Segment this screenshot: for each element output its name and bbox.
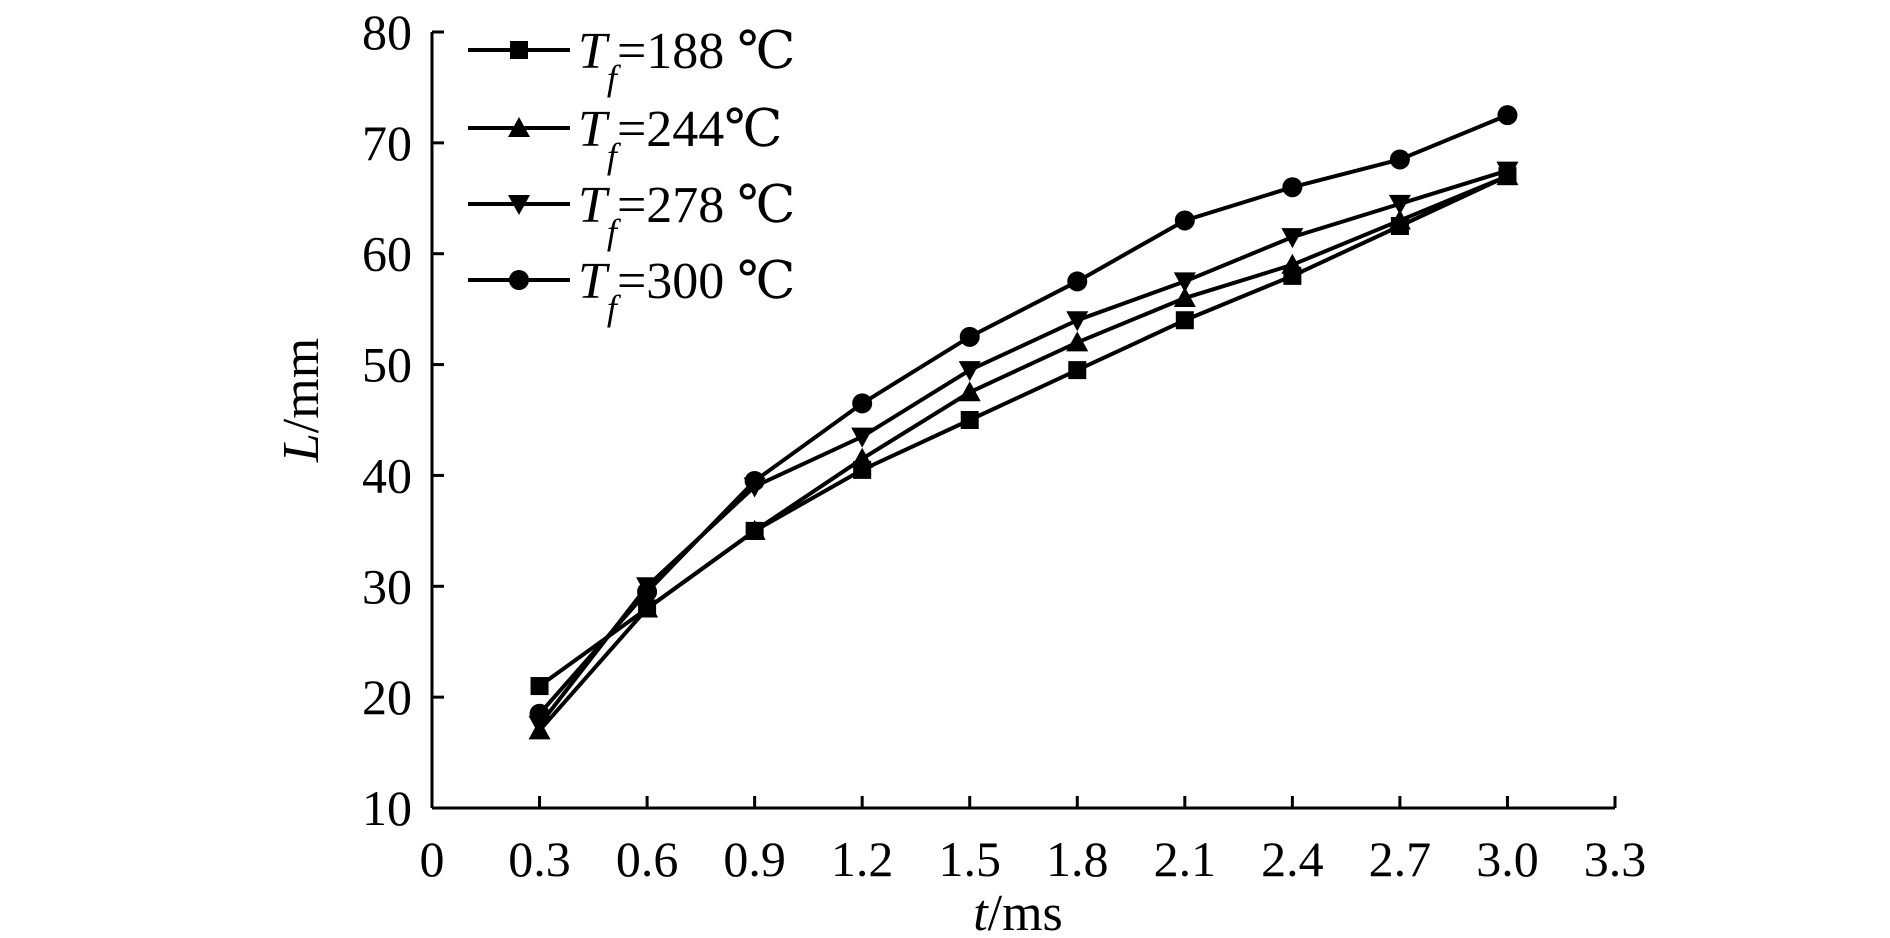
legend-value: =244℃ [617,101,783,158]
y-ticks: 10 20 30 40 50 60 70 80 [362,4,444,836]
series-line [538,113,1509,716]
series-2 [528,165,1519,740]
legend-item: Tf=188 ℃ [468,23,795,98]
data-point [530,677,549,696]
data-point [1175,311,1194,330]
x-tick-label: 2.4 [1261,831,1324,887]
x-tick-label: 1.2 [831,831,894,887]
data-point [1066,311,1089,332]
y-tick-label: 40 [362,447,412,503]
x-tick-label: 0 [420,831,445,887]
y-tick-label: 20 [362,669,412,725]
x-ticks: 0 0.3 0.6 0.9 1.2 1.5 1.8 2.1 2.4 2.7 3.0 3.3 [420,796,1647,887]
legend-symbol: T [578,253,610,310]
data-point [852,393,873,414]
data-point [1497,105,1518,126]
legend-symbol: T [578,101,610,158]
data-point [1388,209,1411,230]
legend-item: Tf=244℃ [468,101,782,176]
y-tick-label: 80 [362,4,412,60]
x-tick-label: 1.5 [938,831,1001,887]
data-point [1174,210,1195,231]
data-point [958,361,981,382]
data-point [1388,194,1411,215]
y-tick-label: 50 [362,337,412,393]
series-3 [528,161,1519,736]
legend-value: =300 ℃ [617,253,796,310]
legend-value: =278 ℃ [617,177,796,234]
data-point [1173,272,1196,293]
data-point [1067,271,1088,292]
series-group [528,105,1519,740]
x-tick-label: 2.1 [1154,831,1217,887]
data-point [1496,161,1519,182]
series-line [538,174,1509,732]
y-tick-label: 60 [362,226,412,282]
x-tick-label: 3.0 [1476,831,1539,887]
data-point [1068,361,1087,380]
legend-label: Tf=300 ℃ [578,253,795,328]
y-tick-label: 70 [362,115,412,171]
data-point [1282,177,1303,198]
legend-item: Tf=300 ℃ [468,253,795,328]
data-point [1066,331,1089,352]
data-point [959,326,980,347]
data-point [1281,253,1304,274]
legend-label: Tf=244℃ [578,101,782,176]
data-point [851,447,874,468]
x-tick-label: 2.7 [1369,831,1432,887]
legend-marker [508,117,530,137]
data-point [1173,287,1196,308]
data-point [1389,149,1410,170]
y-axis-variable: L [273,433,330,463]
x-tick-label: 0.9 [723,831,786,887]
data-point [958,381,981,402]
x-tick-label: 0.3 [508,831,571,887]
data-point [637,581,658,602]
data-point [960,411,979,429]
data-point [744,470,765,491]
legend-marker [509,270,529,290]
x-tick-label: 3.3 [1584,831,1647,887]
data-point [851,427,874,448]
series-4 [529,105,1518,724]
legend-item: Tf=278 ℃ [468,177,795,252]
legend-symbol: T [578,23,610,80]
series-1 [530,167,1517,696]
data-point [1281,228,1304,249]
y-tick-label: 30 [362,558,412,614]
legend-value: =188 ℃ [617,23,796,80]
data-point [636,597,659,618]
data-point [743,519,766,540]
data-point [529,703,550,724]
x-axis-variable: t [973,885,989,938]
x-tick-label: 1.8 [1046,831,1109,887]
y-axis-label: L/mm [273,338,330,463]
y-tick-label: 10 [362,780,412,836]
y-axis-unit: /mm [273,338,330,433]
legend-marker [508,195,530,215]
x-tick-label: 0.6 [616,831,679,887]
legend-label: Tf=278 ℃ [578,177,795,252]
axes [430,32,1615,810]
legend-marker [510,41,528,59]
legend-symbol: T [578,177,610,234]
x-axis-label: t/ms [973,885,1063,938]
legend-label: Tf=188 ℃ [578,23,795,98]
legend: Tf=188 ℃Tf=244℃Tf=278 ℃Tf=300 ℃ [468,23,795,328]
x-axis-unit: /ms [988,885,1063,938]
